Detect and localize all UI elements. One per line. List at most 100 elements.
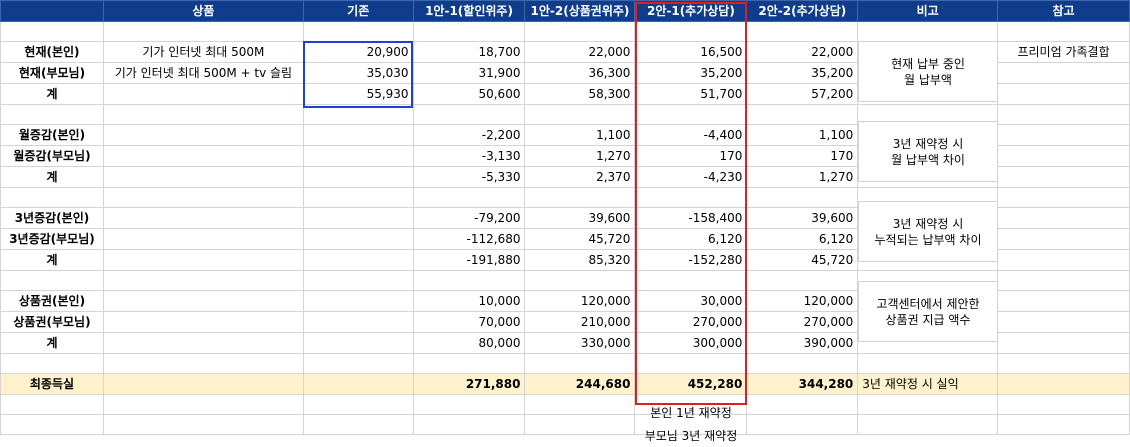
plan2-2-value-cell[interactable]: 270,000 bbox=[746, 311, 859, 333]
empty-cell[interactable] bbox=[302, 373, 414, 395]
base-value-cell[interactable]: 20,900 bbox=[302, 41, 414, 63]
plan2-2-value-cell[interactable]: 1,270 bbox=[746, 166, 859, 188]
empty-cell[interactable] bbox=[412, 394, 526, 415]
empty-cell[interactable] bbox=[857, 21, 999, 42]
row-label[interactable]: 계 bbox=[0, 83, 104, 105]
plan2-2-value-cell[interactable]: 1,100 bbox=[746, 124, 859, 146]
empty-cell[interactable] bbox=[102, 270, 304, 291]
plan1-1-value-cell[interactable]: 80,000 bbox=[412, 332, 526, 354]
empty-cell[interactable] bbox=[746, 353, 859, 374]
row-label[interactable]: 월증감(부모님) bbox=[0, 145, 104, 167]
empty-cell[interactable] bbox=[412, 414, 526, 435]
empty-cell[interactable] bbox=[634, 21, 748, 42]
reference-cell[interactable] bbox=[997, 124, 1130, 146]
empty-cell[interactable] bbox=[102, 353, 304, 374]
base-value-cell[interactable] bbox=[302, 207, 414, 229]
reference-cell[interactable] bbox=[997, 83, 1130, 105]
empty-cell[interactable] bbox=[997, 104, 1130, 125]
plan2-1-value-cell[interactable]: 16,500 bbox=[634, 41, 748, 63]
base-value-cell[interactable] bbox=[302, 311, 414, 333]
empty-cell[interactable] bbox=[634, 270, 748, 291]
empty-cell[interactable] bbox=[0, 414, 104, 435]
plan2-1-value-cell[interactable]: 170 bbox=[634, 145, 748, 167]
empty-cell[interactable] bbox=[634, 353, 748, 374]
product-cell[interactable] bbox=[102, 228, 304, 250]
empty-cell[interactable] bbox=[997, 187, 1130, 208]
column-header[interactable] bbox=[0, 0, 104, 22]
product-cell[interactable] bbox=[102, 249, 304, 271]
final-plan1-1[interactable]: 271,880 bbox=[412, 373, 526, 395]
product-cell[interactable] bbox=[102, 311, 304, 333]
empty-cell[interactable] bbox=[746, 414, 859, 435]
plan2-1-value-cell[interactable]: 30,000 bbox=[634, 290, 748, 312]
column-header[interactable]: 2안-1(추가상담) bbox=[634, 0, 748, 22]
empty-cell[interactable] bbox=[524, 353, 636, 374]
empty-cell[interactable] bbox=[857, 353, 999, 374]
empty-cell[interactable] bbox=[0, 270, 104, 291]
reference-cell[interactable] bbox=[997, 145, 1130, 167]
product-cell[interactable] bbox=[102, 124, 304, 146]
empty-cell[interactable] bbox=[524, 414, 636, 435]
plan1-2-value-cell[interactable]: 2,370 bbox=[524, 166, 636, 188]
plan1-2-value-cell[interactable]: 85,320 bbox=[524, 249, 636, 271]
plan1-2-value-cell[interactable]: 210,000 bbox=[524, 311, 636, 333]
row-label[interactable]: 상품권(부모님) bbox=[0, 311, 104, 333]
plan2-2-value-cell[interactable]: 6,120 bbox=[746, 228, 859, 250]
product-cell[interactable] bbox=[102, 290, 304, 312]
plan2-2-value-cell[interactable]: 45,720 bbox=[746, 249, 859, 271]
plan1-2-value-cell[interactable]: 1,270 bbox=[524, 145, 636, 167]
empty-cell[interactable] bbox=[0, 394, 104, 415]
empty-cell[interactable] bbox=[102, 414, 304, 435]
plan2-2-value-cell[interactable]: 39,600 bbox=[746, 207, 859, 229]
empty-cell[interactable] bbox=[0, 21, 104, 42]
empty-cell[interactable] bbox=[634, 187, 748, 208]
reference-cell[interactable] bbox=[997, 290, 1130, 312]
empty-cell[interactable] bbox=[0, 353, 104, 374]
plan1-1-value-cell[interactable]: -5,330 bbox=[412, 166, 526, 188]
empty-cell[interactable] bbox=[102, 394, 304, 415]
empty-cell[interactable] bbox=[746, 187, 859, 208]
column-header[interactable]: 1안-2(상품권위주) bbox=[524, 0, 636, 22]
plan2-2-value-cell[interactable]: 170 bbox=[746, 145, 859, 167]
empty-cell[interactable] bbox=[102, 21, 304, 42]
plan1-2-value-cell[interactable]: 120,000 bbox=[524, 290, 636, 312]
reference-cell[interactable] bbox=[997, 311, 1130, 333]
product-cell[interactable] bbox=[102, 145, 304, 167]
plan1-1-value-cell[interactable]: 18,700 bbox=[412, 41, 526, 63]
plan2-2-value-cell[interactable]: 120,000 bbox=[746, 290, 859, 312]
row-label[interactable]: 계 bbox=[0, 332, 104, 354]
column-header[interactable]: 참고 bbox=[997, 0, 1130, 22]
plan2-1-value-cell[interactable]: 300,000 bbox=[634, 332, 748, 354]
final-plan2-1[interactable]: 452,280 bbox=[634, 373, 748, 395]
final-plan2-2[interactable]: 344,280 bbox=[746, 373, 859, 395]
final-plan1-2[interactable]: 244,680 bbox=[524, 373, 636, 395]
empty-cell[interactable] bbox=[746, 104, 859, 125]
plan1-1-value-cell[interactable]: -79,200 bbox=[412, 207, 526, 229]
row-label[interactable]: 3년증감(본인) bbox=[0, 207, 104, 229]
empty-cell[interactable] bbox=[746, 21, 859, 42]
reference-cell[interactable]: 프리미엄 가족결합 bbox=[997, 41, 1130, 63]
empty-cell[interactable] bbox=[102, 187, 304, 208]
plan2-2-value-cell[interactable]: 22,000 bbox=[746, 41, 859, 63]
empty-cell[interactable] bbox=[412, 270, 526, 291]
reference-cell[interactable] bbox=[997, 228, 1130, 250]
empty-cell[interactable] bbox=[746, 394, 859, 415]
row-label[interactable]: 월증감(본인) bbox=[0, 124, 104, 146]
plan1-1-value-cell[interactable]: -112,680 bbox=[412, 228, 526, 250]
column-header[interactable]: 기존 bbox=[302, 0, 414, 22]
row-label[interactable]: 계 bbox=[0, 249, 104, 271]
plan2-1-value-cell[interactable]: -4,400 bbox=[634, 124, 748, 146]
empty-cell[interactable] bbox=[997, 21, 1130, 42]
plan1-2-value-cell[interactable]: 1,100 bbox=[524, 124, 636, 146]
empty-cell[interactable] bbox=[857, 394, 999, 415]
plan1-1-value-cell[interactable]: 70,000 bbox=[412, 311, 526, 333]
empty-cell[interactable] bbox=[302, 104, 414, 125]
empty-cell[interactable] bbox=[524, 270, 636, 291]
product-cell[interactable] bbox=[102, 332, 304, 354]
empty-cell[interactable] bbox=[412, 353, 526, 374]
empty-cell[interactable] bbox=[102, 104, 304, 125]
plan1-1-value-cell[interactable]: -2,200 bbox=[412, 124, 526, 146]
reference-cell[interactable] bbox=[997, 166, 1130, 188]
empty-cell[interactable] bbox=[412, 187, 526, 208]
empty-cell[interactable] bbox=[857, 414, 999, 435]
